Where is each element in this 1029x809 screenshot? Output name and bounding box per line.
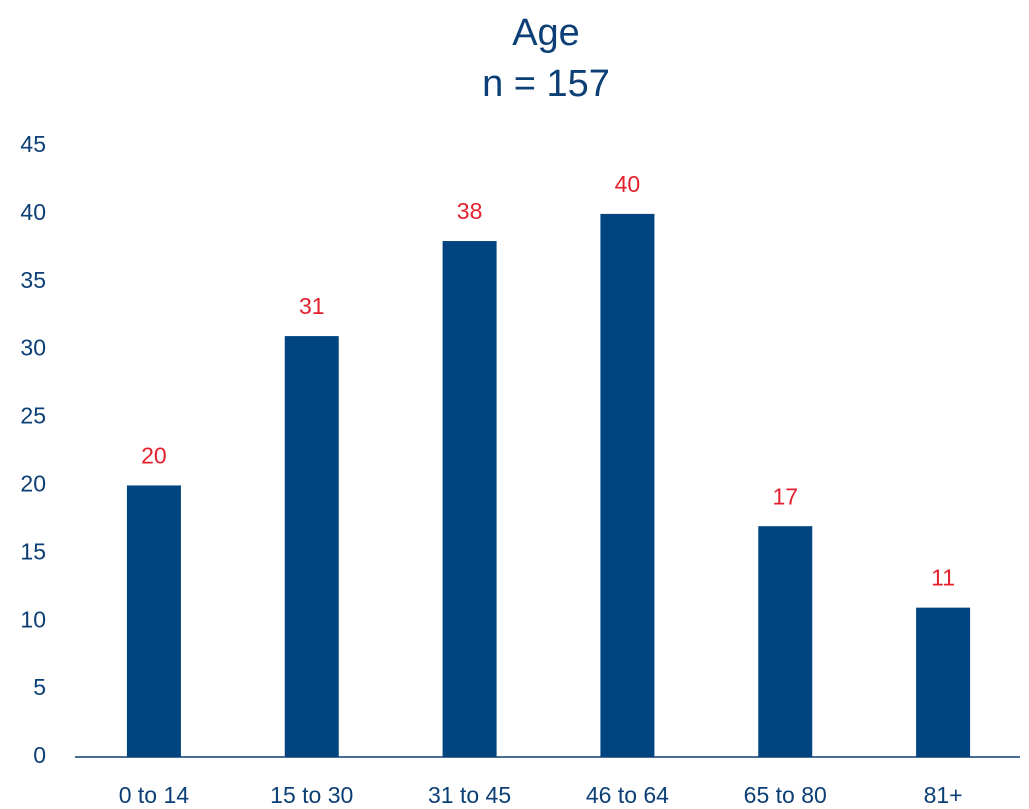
bar [284, 336, 339, 757]
chart-title: Age [512, 12, 580, 54]
x-tick-label: 31 to 45 [428, 782, 511, 808]
data-label: 38 [457, 198, 483, 224]
x-tick-label: 0 to 14 [119, 782, 190, 808]
data-label: 40 [615, 171, 641, 197]
y-tick-label: 45 [20, 131, 46, 157]
y-tick-label: 35 [20, 267, 46, 293]
x-tick-label: 15 to 30 [270, 782, 353, 808]
chart-subtitle: n = 157 [482, 63, 610, 105]
bar [916, 607, 971, 757]
bar [442, 241, 497, 758]
data-label: 11 [931, 565, 955, 591]
x-tick-label: 46 to 64 [586, 782, 669, 808]
data-label: 31 [299, 293, 325, 319]
data-label: 20 [141, 443, 167, 469]
y-tick-label: 15 [20, 538, 46, 564]
y-tick-label: 20 [20, 471, 46, 497]
x-tick-label: 81+ [924, 782, 963, 808]
data-label: 17 [772, 483, 798, 509]
bar [126, 485, 181, 757]
bar [600, 213, 655, 757]
y-tick-label: 10 [20, 606, 46, 632]
y-tick-label: 25 [20, 403, 46, 429]
y-tick-label: 0 [33, 742, 46, 768]
y-tick-label: 5 [33, 674, 46, 700]
bar [758, 526, 813, 757]
y-tick-label: 30 [20, 335, 46, 361]
x-tick-label: 65 to 80 [744, 782, 827, 808]
y-tick-label: 40 [20, 199, 46, 225]
